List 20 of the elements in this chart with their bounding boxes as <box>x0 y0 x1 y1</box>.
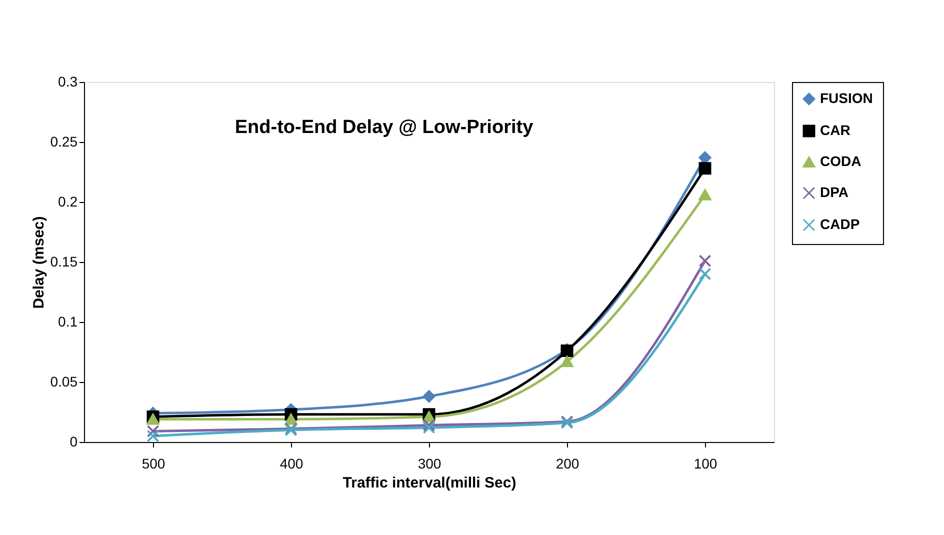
y-tick-label: 0.25 <box>50 134 78 150</box>
x-tick-label: 200 <box>556 456 580 472</box>
x-tick-label: 500 <box>142 456 166 472</box>
legend-label: DPA <box>820 184 849 200</box>
legend-label: CADP <box>820 216 860 232</box>
x-tick-label: 100 <box>694 456 718 472</box>
text: End-to-End Delay @ Low-Priority <box>234 117 534 138</box>
y-tick-label: 0 <box>70 434 78 450</box>
x-tick-label: 300 <box>418 456 442 472</box>
y-tick-label: 0.2 <box>58 194 78 210</box>
legend-label: FUSION <box>820 90 873 106</box>
y-tick-label: 0.3 <box>58 74 78 90</box>
y-tick-label: 0.05 <box>50 374 78 390</box>
y-axis-title: Delay (msec) <box>30 216 48 309</box>
y-tick-label: 0.15 <box>50 254 78 270</box>
x-axis-title: Traffic interval(milli Sec) <box>342 474 516 492</box>
legend-label: CODA <box>820 153 862 169</box>
legend-label: CAR <box>820 122 850 138</box>
y-tick-label: 0.1 <box>58 314 78 330</box>
x-tick-label: 400 <box>280 456 304 472</box>
